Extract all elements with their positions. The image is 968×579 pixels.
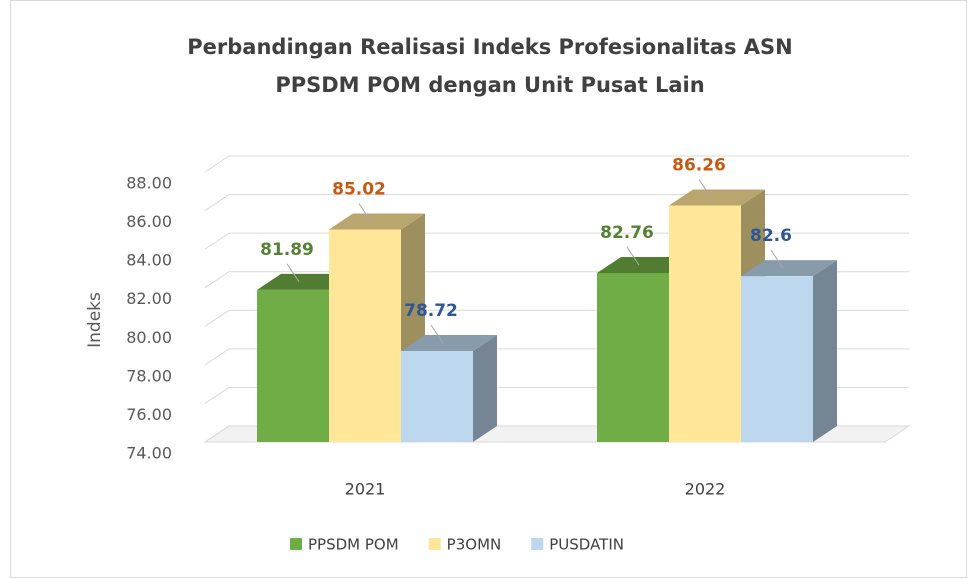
chart-subtitle: PPSDM POM dengan Unit Pusat Lain	[275, 73, 704, 97]
leader-line	[698, 179, 712, 198]
bar-front	[597, 273, 669, 442]
leader-line	[626, 246, 640, 266]
leader-line	[770, 249, 784, 269]
bar	[401, 334, 497, 442]
bar-top	[669, 189, 765, 206]
bar	[329, 213, 425, 442]
bar-front	[329, 229, 401, 442]
legend-label: PPSDM POM	[308, 536, 399, 554]
data-label: 78.72	[404, 301, 458, 321]
y-tick-label: 86.00	[126, 212, 172, 231]
x-tick-label: 2022	[685, 480, 726, 499]
leader-line	[286, 263, 300, 283]
y-tick-label: 82.00	[126, 289, 172, 308]
legend-swatch	[531, 538, 544, 550]
bar-side	[813, 260, 837, 442]
y-tick-label: 76.00	[126, 405, 172, 424]
data-label: 82.6	[750, 226, 792, 246]
bar-front	[741, 276, 813, 442]
bar-side	[473, 334, 497, 442]
leader-line	[358, 203, 372, 222]
bar-top	[329, 213, 425, 230]
legend-swatch	[428, 538, 441, 550]
y-tick-label: 84.00	[126, 251, 172, 270]
grid-line	[204, 194, 909, 211]
legend-label: PUSDATIN	[549, 536, 624, 554]
data-label: 81.89	[260, 240, 314, 260]
data-label: 82.76	[600, 223, 654, 243]
y-tick-label: 78.00	[126, 366, 172, 385]
grid-line	[204, 155, 909, 173]
x-tick-label: 2021	[345, 480, 386, 499]
bar	[741, 260, 837, 442]
bar-top	[741, 260, 837, 277]
y-tick-label: 88.00	[126, 174, 172, 193]
y-tick-label: 80.00	[126, 328, 172, 347]
leader-line	[430, 324, 444, 344]
data-label: 85.02	[332, 179, 386, 199]
y-tick-label: 74.00	[126, 444, 172, 463]
legend-swatch	[290, 538, 302, 550]
bar-front	[401, 350, 473, 442]
y-axis-title: Indeks	[85, 292, 105, 348]
bar-top	[401, 334, 497, 351]
data-label: 86.26	[672, 156, 726, 176]
bar-front	[669, 205, 741, 442]
bar-front	[257, 289, 329, 442]
legend-label: P3OMN	[447, 536, 502, 554]
chart-title: Perbandingan Realisasi Indeks Profesiona…	[187, 35, 792, 59]
